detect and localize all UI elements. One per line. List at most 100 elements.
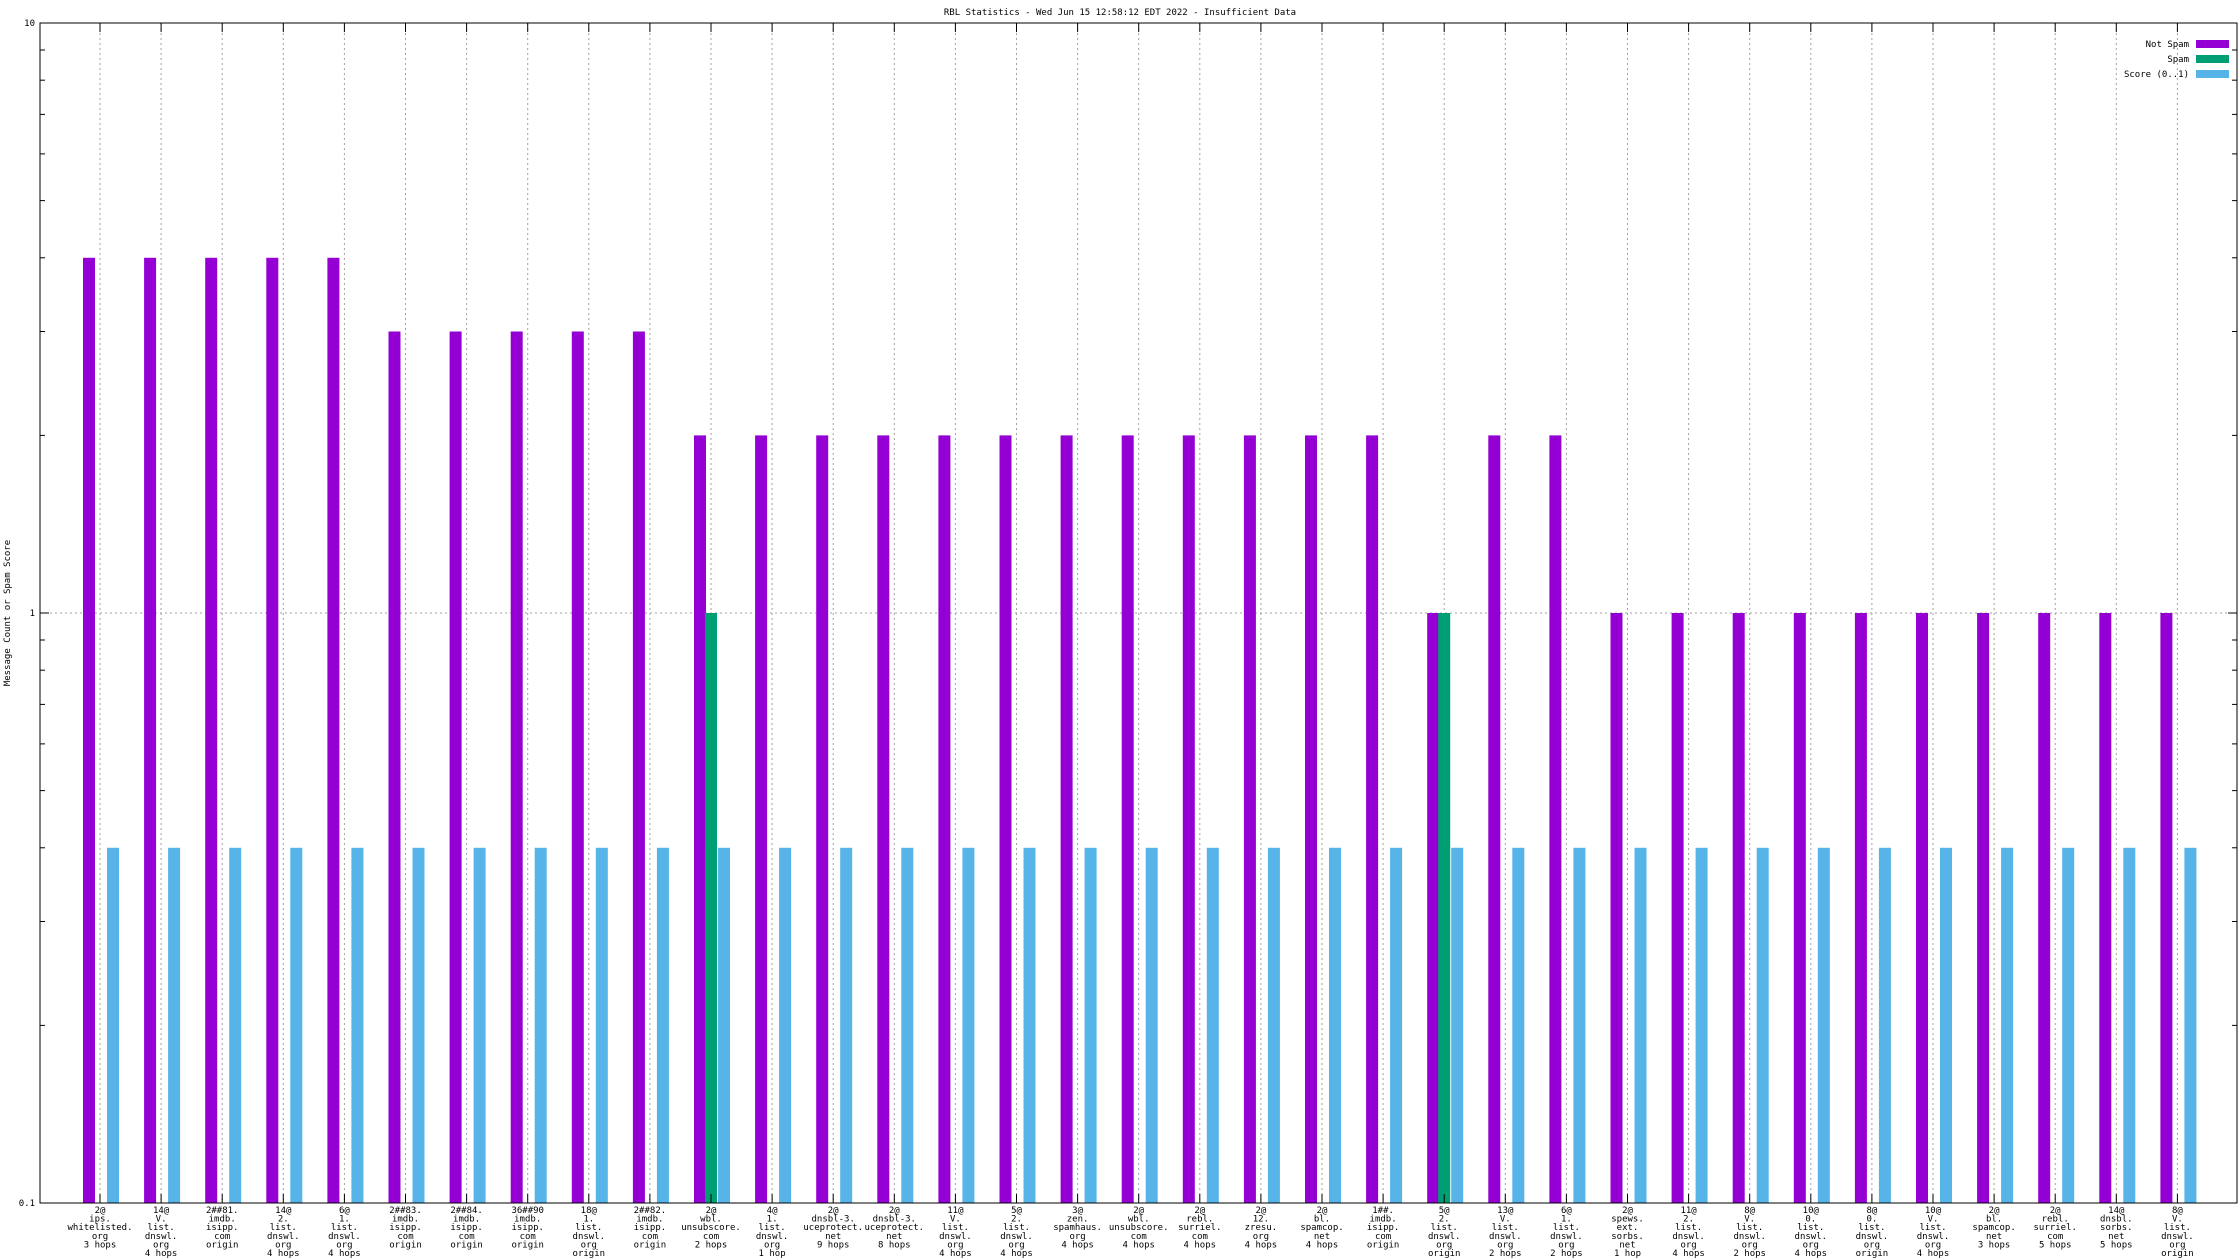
- bar-not-spam-12: [816, 435, 829, 1203]
- bar-not-spam-6: [449, 331, 462, 1203]
- bar-score-0-1-10: [718, 847, 730, 1203]
- bar-score-0-1-27: [1756, 847, 1769, 1203]
- bar-not-spam-34: [2160, 613, 2173, 1203]
- bar-score-0-1-24: [1573, 847, 1586, 1203]
- bar-score-0-1-9: [656, 847, 669, 1203]
- bar-score-0-1-14: [962, 847, 975, 1203]
- x-tick-label: 10@ 0. list. dnswl. org 4 hops: [1795, 1206, 1828, 1259]
- x-tick-label: 36##90 imdb. isipp. com origin: [511, 1206, 544, 1250]
- bar-not-spam-28: [1793, 613, 1806, 1203]
- bar-score-0-1-19: [1267, 847, 1280, 1203]
- bar-not-spam-16: [1060, 435, 1073, 1203]
- bar-not-spam-9: [632, 331, 645, 1203]
- x-tick-label: 13@ V. list. dnswl. org 2 hops: [1489, 1206, 1522, 1259]
- legend-label-score: Score (0..1): [2124, 70, 2189, 80]
- bar-score-0-1-15: [1023, 847, 1036, 1203]
- bar-score-0-1-4: [351, 847, 364, 1203]
- x-tick-label: 2@ wbl. unsubscore. com 4 hops: [1109, 1206, 1169, 1250]
- bar-score-0-1-23: [1512, 847, 1525, 1203]
- bar-score-0-1-3: [290, 847, 303, 1203]
- bar-score-0-1-32: [2062, 847, 2075, 1203]
- ticks-layer: [40, 22, 2237, 1204]
- y-tick-label-10: 10: [24, 19, 35, 29]
- y-tick-label-1: 1: [30, 609, 35, 619]
- bar-not-spam-20: [1305, 435, 1317, 1203]
- bar-not-spam-19: [1243, 435, 1256, 1203]
- bar-not-spam-18: [1182, 435, 1195, 1203]
- bar-not-spam-3: [266, 257, 279, 1203]
- bar-spam-22: [1438, 613, 1451, 1203]
- bar-not-spam-7: [510, 331, 523, 1203]
- x-tick-label: 8@ 0. list. dnswl. org origin: [1856, 1206, 1889, 1259]
- bar-not-spam-24: [1549, 435, 1562, 1203]
- x-tick-label: 18@ 1. list. dnswl. org origin: [573, 1206, 606, 1259]
- bar-not-spam-25: [1610, 613, 1623, 1203]
- x-tick-label: 2@ dnsbl-3. uceprotect. net 9 hops: [803, 1206, 863, 1250]
- bar-not-spam-11: [755, 435, 768, 1203]
- bars-layer: [83, 257, 2197, 1203]
- bar-not-spam-31: [1977, 613, 1990, 1203]
- x-tick-label: 5@ 2. list. dnswl. org origin: [1428, 1206, 1461, 1259]
- bar-not-spam-23: [1488, 435, 1501, 1203]
- x-tick-label: 8@ V. list. dnswl. org 2 hops: [1733, 1206, 1766, 1259]
- x-tick-label: 2@ bl. spamcop. net 3 hops: [1972, 1206, 2015, 1250]
- bar-not-spam-22: [1427, 613, 1440, 1203]
- bar-score-0-1-16: [1084, 847, 1097, 1203]
- bar-not-spam-33: [2099, 613, 2112, 1203]
- bar-spam-10: [705, 613, 717, 1203]
- x-tick-label: 2@ bl. spamcop. net 4 hops: [1300, 1206, 1343, 1250]
- legend-swatch-spam: [2196, 55, 2229, 63]
- x-tick-labels: 2@ ips. whitelisted. org 3 hops 14@ V. list. dns…: [67, 1206, 2193, 1259]
- x-tick-label: 2@ wbl. unsubscore. com 2 hops: [681, 1206, 741, 1250]
- bar-not-spam-17: [1121, 435, 1134, 1203]
- bar-not-spam-32: [2038, 613, 2051, 1203]
- bar-not-spam-5: [388, 331, 401, 1203]
- bar-score-0-1-11: [779, 847, 792, 1203]
- bar-score-0-1-17: [1145, 847, 1158, 1203]
- bar-score-0-1-7: [534, 847, 547, 1203]
- legend-swatch-score: [2196, 70, 2229, 78]
- x-tick-label: 2@ 12. zresu. org 4 hops: [1245, 1206, 1278, 1250]
- bar-not-spam-27: [1732, 613, 1745, 1203]
- bar-score-0-1-21: [1390, 847, 1403, 1203]
- bar-not-spam-0: [83, 257, 95, 1203]
- bar-not-spam-21: [1366, 435, 1379, 1203]
- chart-title: RBL Statistics - Wed Jun 15 12:58:12 EDT…: [944, 8, 1296, 18]
- bar-score-0-1-0: [107, 847, 119, 1203]
- bar-not-spam-30: [1916, 613, 1928, 1203]
- x-tick-label: 2##84. imdb. isipp. com origin: [450, 1206, 483, 1250]
- x-tick-label: 4@ 1. list. dnswl. org 1 hop: [756, 1206, 789, 1259]
- x-tick-label: 2@ rebl. surriel. com 5 hops: [2034, 1206, 2077, 1250]
- x-tick-label: 5@ 2. list. dnswl. org 4 hops: [1000, 1206, 1033, 1259]
- bar-not-spam-8: [571, 331, 584, 1203]
- bar-not-spam-29: [1854, 613, 1867, 1203]
- y-tick-label-0.1: 0.1: [19, 1199, 35, 1209]
- x-tick-label: 2@ dnsbl-3. uceprotect. net 8 hops: [864, 1206, 924, 1250]
- x-tick-label: 6@ 1. list. dnswl. org 2 hops: [1550, 1206, 1583, 1259]
- x-tick-label: 2##82. imdb. isipp. com origin: [634, 1206, 667, 1250]
- x-tick-label: 6@ 1. list. dnswl. org 4 hops: [328, 1206, 361, 1259]
- bar-not-spam-2: [205, 257, 218, 1203]
- x-tick-label: 11@ V. list. dnswl. org 4 hops: [939, 1206, 972, 1259]
- legend-label-not-spam: Not Spam: [2146, 40, 2189, 50]
- bar-score-0-1-28: [1817, 847, 1830, 1203]
- x-tick-label: 14@ dnsbl. sorbs. net 5 hops: [2100, 1206, 2133, 1250]
- bar-score-0-1-31: [2001, 847, 2014, 1203]
- bar-not-spam-26: [1671, 613, 1684, 1203]
- bar-score-0-1-8: [595, 847, 608, 1203]
- bar-score-0-1-22: [1451, 847, 1464, 1203]
- y-axis-label: Message Count or Spam Score: [3, 540, 13, 686]
- bar-score-0-1-1: [168, 847, 181, 1203]
- bar-score-0-1-33: [2123, 847, 2136, 1203]
- bar-score-0-1-30: [1940, 847, 1952, 1203]
- bar-score-0-1-34: [2184, 847, 2197, 1203]
- bar-score-0-1-26: [1695, 847, 1708, 1203]
- bar-not-spam-14: [938, 435, 951, 1203]
- x-tick-label: 2##83. imdb. isipp. com origin: [389, 1206, 422, 1250]
- x-tick-label: 10@ V. list. dnswl. org 4 hops: [1917, 1206, 1950, 1259]
- x-tick-label: 2@ spews. ext. sorbs. net 1 hop: [1611, 1206, 1644, 1259]
- bar-score-0-1-25: [1634, 847, 1647, 1203]
- bar-not-spam-10: [694, 435, 706, 1203]
- x-tick-label: 1##. imdb. isipp. com origin: [1367, 1206, 1400, 1250]
